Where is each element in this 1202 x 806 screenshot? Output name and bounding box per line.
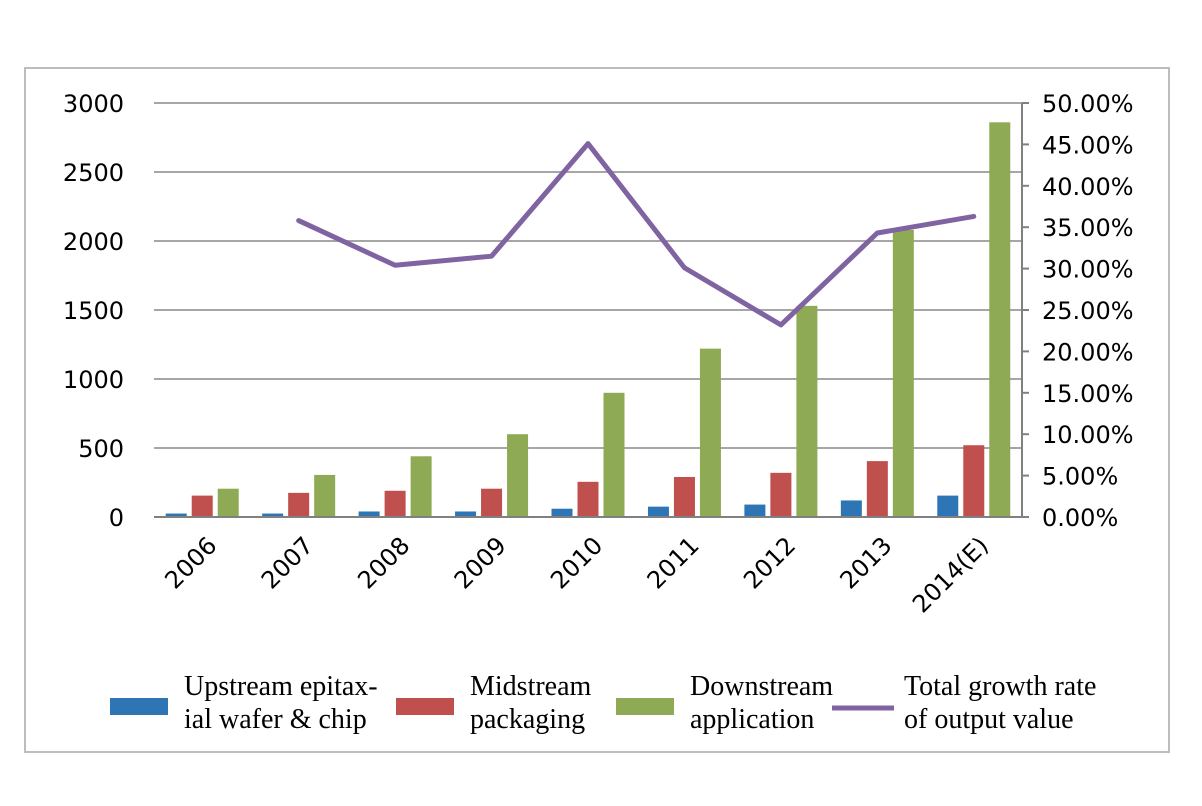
bar-midstream	[481, 488, 503, 517]
left-axis-tick-label: 2500	[63, 159, 124, 187]
bar-downstream	[410, 456, 432, 517]
bar-downstream	[699, 348, 721, 517]
legend-label: packaging	[470, 704, 585, 735]
bar-upstream	[165, 513, 187, 517]
bar-downstream	[989, 122, 1011, 517]
right-axis-tick-label: 40.00%	[1042, 173, 1134, 201]
right-axis-tick-label: 45.00%	[1042, 131, 1134, 159]
left-axis-tick-label: 2000	[63, 228, 124, 256]
chart-frame: 0 500 1000 1500 2000 2500 3000 0.00% 5.00% 10.00%…	[24, 67, 1170, 753]
bar-downstream	[217, 488, 239, 517]
right-axis-tick-label: 50.00%	[1042, 90, 1134, 118]
bar-upstream	[262, 513, 284, 517]
bar-midstream	[866, 461, 888, 517]
bar-midstream	[963, 445, 985, 517]
x-axis-tick-label: 2011	[642, 531, 705, 594]
legend-label: Midstream	[470, 671, 592, 702]
right-axis-tick-label: 30.00%	[1042, 256, 1134, 284]
legend-label: of output value	[904, 704, 1074, 735]
bar-midstream	[384, 490, 406, 517]
x-axis-tick-label: 2009	[449, 531, 512, 594]
left-axis-tick-label: 0	[109, 504, 124, 532]
right-axis-tick-label: 35.00%	[1042, 214, 1134, 242]
bar-midstream	[191, 495, 213, 517]
bar-midstream	[577, 481, 599, 517]
bar-upstream	[551, 508, 573, 517]
right-axis-tick-label: 15.00%	[1042, 380, 1134, 408]
bar-downstream	[796, 305, 818, 517]
legend-swatch	[616, 698, 674, 715]
bar-upstream	[840, 500, 862, 517]
legend-label: Upstream epitax-	[184, 671, 378, 702]
left-axis-tick-label: 500	[78, 435, 124, 463]
x-axis-tick-label: 2007	[256, 531, 319, 594]
left-axis-tick-label: 3000	[63, 90, 124, 118]
bar-midstream	[673, 476, 695, 517]
legend-label: Total growth rate	[904, 671, 1096, 702]
bar-upstream	[358, 511, 380, 517]
x-axis-tick-label: 2006	[159, 531, 222, 594]
right-axis-tick-label: 25.00%	[1042, 297, 1134, 325]
chart-svg: 0 500 1000 1500 2000 2500 3000 0.00% 5.00% 10.00%…	[63, 90, 1134, 735]
legend-swatch	[396, 698, 454, 715]
legend-swatch	[110, 698, 168, 715]
left-axis-tick-label: 1000	[63, 366, 124, 394]
left-axis-tick-label: 1500	[63, 297, 124, 325]
bar-midstream	[770, 472, 792, 517]
bar-downstream	[314, 474, 336, 517]
bar-upstream	[455, 511, 477, 517]
bar-midstream	[288, 492, 310, 517]
right-axis-tick-label: 5.00%	[1042, 463, 1118, 491]
right-axis-tick-label: 10.00%	[1042, 421, 1134, 449]
x-axis-tick-label: 2008	[352, 531, 415, 594]
bar-upstream	[937, 495, 959, 517]
bar-downstream	[603, 392, 625, 517]
bar-downstream	[507, 434, 529, 517]
line-total-growth-rate	[296, 141, 977, 328]
bar-upstream	[647, 506, 669, 517]
x-axis-tick-label: 2013	[835, 531, 898, 594]
legend-label: Downstream	[690, 671, 833, 702]
bar-downstream	[892, 229, 914, 517]
x-axis-tick-label: 2010	[545, 531, 608, 594]
legend-label: ial wafer & chip	[184, 704, 367, 735]
legend-label: application	[690, 704, 814, 735]
right-axis-tick-label: 20.00%	[1042, 338, 1134, 366]
bar-upstream	[744, 504, 766, 517]
x-axis-tick-label: 2014(E)	[907, 531, 994, 618]
x-axis-tick-label: 2012	[738, 531, 801, 594]
right-axis-tick-label: 0.00%	[1042, 504, 1118, 532]
